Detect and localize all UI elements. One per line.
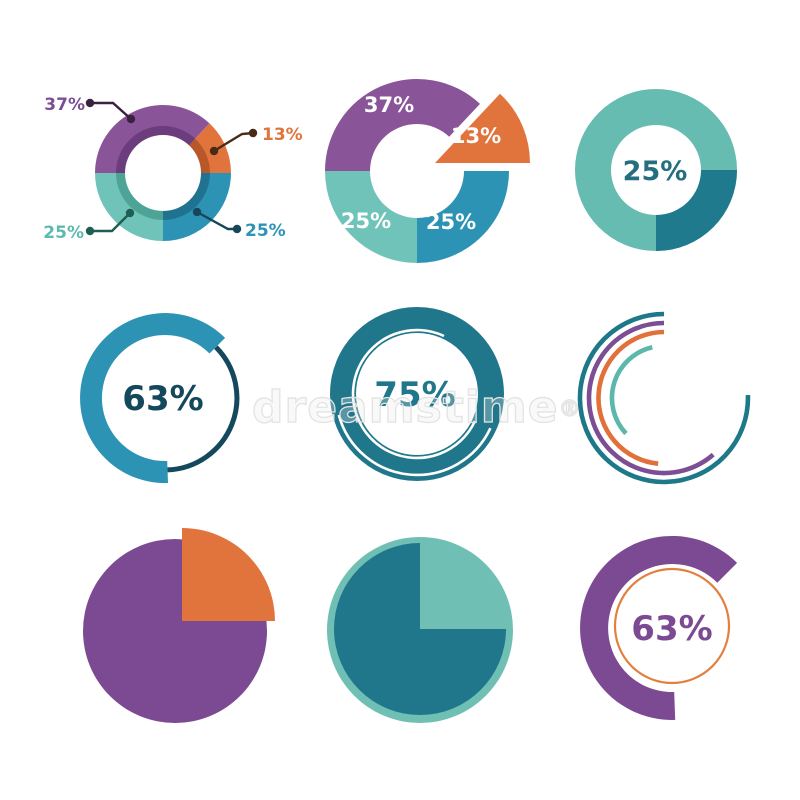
center-value: 75% — [374, 375, 455, 415]
leader-dot — [209, 146, 219, 156]
callout-label-25-right: 25% — [245, 221, 286, 241]
leader-line-37 — [90, 101, 132, 120]
spiral-accent-outer — [337, 414, 492, 477]
leader-dot — [248, 128, 258, 138]
donut-hole — [370, 124, 464, 218]
slice-label-37: 37% — [364, 93, 414, 117]
chart-donut-exploded: 37% 13% 25% 25% — [325, 78, 530, 263]
chart-ring-63-purple: 63% — [580, 535, 738, 720]
slice-label-25-left: 25% — [341, 209, 391, 233]
chart-concentric-arcs — [577, 311, 751, 485]
callout-label-13: 13% — [262, 125, 303, 145]
leader-dot — [85, 226, 95, 236]
center-value: 63% — [631, 609, 712, 649]
chart-pie-purple-orange — [83, 528, 275, 723]
donut-hole — [356, 333, 478, 455]
arc-outer-teal — [577, 311, 751, 485]
leader-line-25-left — [90, 212, 131, 233]
slice-label-13: 13% — [451, 124, 501, 148]
segment-25-exploded — [182, 528, 275, 621]
segment-13-exploded — [435, 93, 530, 163]
chart-donut-25: 25% — [575, 89, 737, 251]
arc-inner-mint — [609, 345, 653, 436]
leader-dot — [126, 114, 136, 124]
inner-circle-outline — [613, 567, 731, 685]
remainder-arc-37 — [167, 345, 240, 473]
callout-label-25-left: 25% — [43, 223, 84, 243]
slice-label-25-right: 25% — [426, 210, 476, 234]
segment-37 — [325, 78, 480, 171]
progress-arc-63 — [580, 535, 738, 720]
chart-ring-63: 63% — [80, 313, 240, 484]
arc-orange — [596, 329, 665, 466]
chart-ring-75: 75% — [330, 307, 504, 481]
segment-75-inset — [334, 543, 506, 715]
arc-purple — [586, 320, 715, 476]
donut-hole — [125, 135, 201, 211]
callout-label-37: 37% — [44, 95, 85, 115]
leader-dot — [85, 98, 95, 108]
leader-dot — [125, 208, 135, 218]
chart-pie-teal — [327, 537, 513, 723]
center-value: 25% — [623, 156, 688, 187]
progress-arc-63 — [80, 313, 226, 484]
leader-dot — [232, 224, 242, 234]
center-value: 63% — [122, 379, 203, 419]
donut-hole — [611, 125, 701, 215]
leader-dot — [192, 207, 202, 217]
spiral-accent-inner — [351, 328, 477, 460]
chart-donut-callouts: 37% 13% 25% 25% — [43, 95, 302, 243]
